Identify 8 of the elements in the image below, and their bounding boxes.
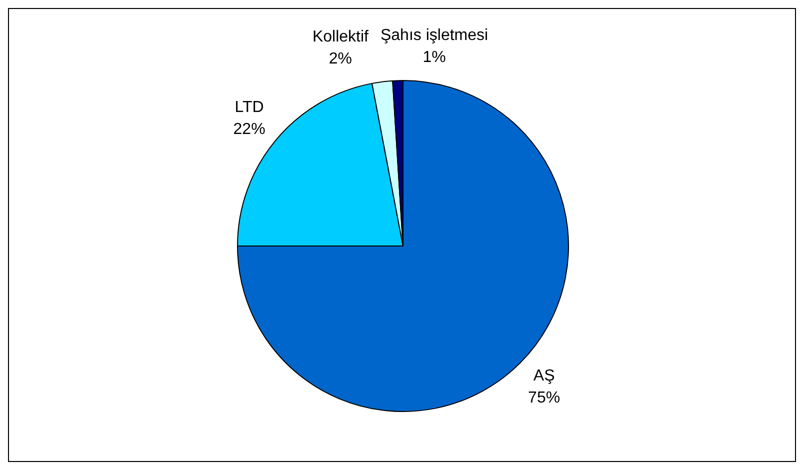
slice-label: Kollektif bbox=[312, 28, 370, 46]
slice-label: LTD bbox=[234, 99, 264, 116]
slice-label: Şahıs işletmesi bbox=[380, 27, 488, 44]
data-label: 1% bbox=[422, 49, 446, 66]
data-label: 75% bbox=[528, 389, 560, 406]
data-label: 2% bbox=[328, 50, 352, 68]
data-label: 22% bbox=[233, 121, 266, 138]
slice-label: AŞ bbox=[533, 367, 555, 384]
